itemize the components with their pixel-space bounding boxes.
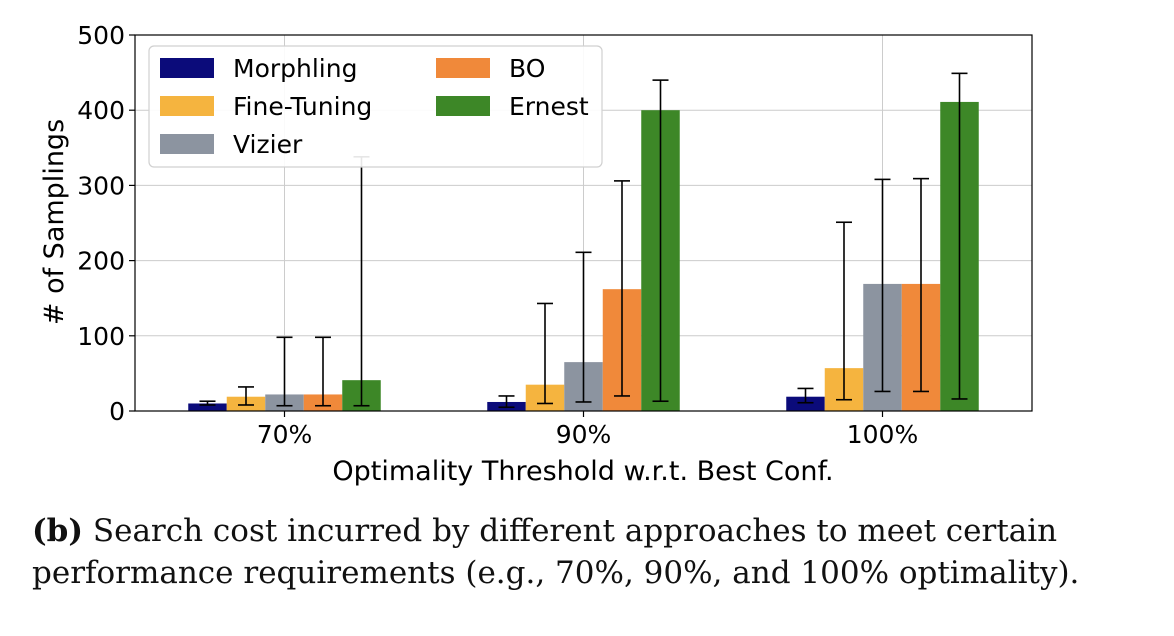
x-axis-ticks: 70% 90% 100% — [257, 411, 918, 449]
y-tick-label: 0 — [109, 397, 125, 426]
x-axis-label: Optimality Threshold w.r.t. Best Conf. — [332, 456, 833, 487]
y-tick-label: 100 — [77, 322, 125, 351]
y-tick-label: 200 — [77, 247, 125, 276]
y-axis-label: # of Samplings — [39, 119, 70, 325]
legend-label-ernest: Ernest — [509, 92, 589, 121]
legend-swatch-bo — [436, 58, 490, 78]
caption-text: Search cost incurred by different approa… — [32, 513, 1080, 591]
bar-morphling — [188, 403, 227, 411]
legend-label-bo: BO — [509, 54, 545, 83]
legend-swatch-fine-tuning — [160, 96, 214, 116]
legend-swatch-ernest — [436, 96, 490, 116]
figure-caption: (b) Search cost incurred by different ap… — [32, 510, 1152, 594]
x-tick-label: 100% — [847, 420, 918, 449]
legend-swatch-morphling — [160, 58, 214, 78]
x-tick-label: 70% — [257, 420, 313, 449]
legend-label-morphling: Morphling — [233, 54, 357, 83]
legend-swatch-vizier — [160, 134, 214, 154]
legend: Morphling Fine-Tuning Vizier BO Ernest — [148, 45, 603, 168]
y-axis-ticks: 0 100 200 300 400 500 — [77, 21, 135, 426]
bar-morphling — [786, 396, 825, 411]
bar-chart: 0 100 200 300 400 500 70% 90% 100% Optimality T… — [39, 21, 1033, 487]
caption-label: (b) — [32, 513, 84, 549]
y-tick-label: 400 — [77, 96, 125, 125]
y-tick-label: 500 — [77, 21, 125, 50]
legend-label-fine-tuning: Fine-Tuning — [233, 92, 372, 121]
x-tick-label: 90% — [556, 420, 612, 449]
error-bars — [199, 72, 968, 409]
legend-label-vizier: Vizier — [233, 130, 303, 159]
y-tick-label: 300 — [77, 171, 125, 200]
